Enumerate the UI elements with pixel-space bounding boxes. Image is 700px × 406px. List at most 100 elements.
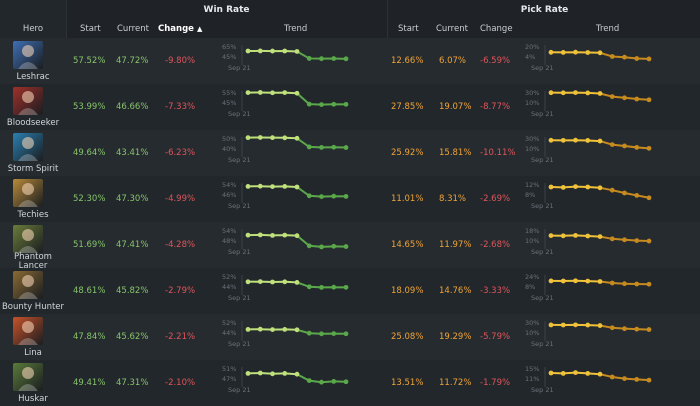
trend-point[interactable]: [597, 138, 603, 144]
lina-portrait-icon[interactable]: [13, 317, 43, 345]
trend-point[interactable]: [597, 234, 603, 239]
trend-point[interactable]: [634, 377, 640, 382]
trend-point[interactable]: [257, 370, 263, 376]
trend-point[interactable]: [306, 243, 312, 249]
trend-point[interactable]: [282, 184, 288, 189]
trend-point[interactable]: [609, 142, 615, 147]
hero-cell[interactable]: Storm Spirit: [0, 130, 66, 176]
trend-point[interactable]: [597, 91, 603, 96]
hero-cell[interactable]: Techies: [0, 176, 66, 222]
trend-point[interactable]: [306, 144, 312, 150]
trend-point[interactable]: [622, 54, 627, 60]
trend-point[interactable]: [634, 193, 640, 198]
trend-point[interactable]: [331, 331, 337, 336]
trend-point[interactable]: [548, 90, 554, 96]
trend-point[interactable]: [331, 56, 337, 61]
trend-point[interactable]: [548, 184, 554, 190]
table-row[interactable]: Lina 47.84% 45.62% -2.21% 25.08% 19.29% -5.79%…: [0, 314, 700, 360]
trend-point[interactable]: [245, 90, 251, 95]
trend-point[interactable]: [270, 233, 275, 238]
trend-point[interactable]: [270, 371, 275, 377]
trend-point[interactable]: [257, 48, 263, 54]
phantom-lancer-portrait-icon[interactable]: [13, 225, 43, 253]
hero-name[interactable]: Huskar: [18, 394, 48, 404]
column-header-win-current[interactable]: Current: [117, 24, 149, 34]
trend-point[interactable]: [306, 330, 312, 336]
trend-point[interactable]: [548, 49, 554, 55]
trend-point[interactable]: [622, 237, 627, 243]
trend-point[interactable]: [282, 371, 288, 376]
trend-point[interactable]: [294, 327, 300, 333]
trend-point[interactable]: [597, 279, 603, 284]
trend-point[interactable]: [622, 281, 627, 287]
trend-point[interactable]: [646, 145, 652, 151]
trend-point[interactable]: [573, 322, 578, 328]
trend-point[interactable]: [294, 90, 300, 96]
trend-point[interactable]: [245, 327, 251, 332]
trend-point[interactable]: [548, 278, 554, 284]
trend-point[interactable]: [646, 327, 652, 332]
trend-point[interactable]: [282, 48, 288, 54]
table-row[interactable]: Huskar 49.41% 47.31% -2.10% 13.51% 11.72% -1.7…: [0, 360, 700, 406]
column-header-win-start[interactable]: Start: [80, 24, 101, 34]
trend-point[interactable]: [622, 376, 627, 381]
column-header-win-trend[interactable]: Trend: [284, 24, 308, 34]
trend-point[interactable]: [294, 280, 300, 285]
trend-point[interactable]: [319, 194, 324, 199]
table-row[interactable]: Leshrac 57.52% 47.72% -9.80% 12.66% 6.07% -6.5…: [0, 38, 700, 84]
trend-point[interactable]: [560, 185, 566, 190]
trend-point[interactable]: [585, 371, 591, 376]
trend-point[interactable]: [319, 331, 324, 337]
hero-name[interactable]: Techies: [17, 210, 49, 220]
hero-cell[interactable]: Phantom Lancer: [0, 222, 66, 271]
column-header-pick-current[interactable]: Current: [436, 24, 468, 34]
column-header-pick-change[interactable]: Change: [480, 24, 513, 34]
trend-point[interactable]: [622, 190, 627, 196]
hero-name[interactable]: Bounty Hunter: [1, 302, 65, 312]
column-header-hero[interactable]: Hero: [22, 24, 44, 34]
huskar-portrait-icon[interactable]: [13, 363, 43, 391]
trend-point[interactable]: [282, 279, 288, 285]
trend-point[interactable]: [609, 54, 615, 59]
trend-point[interactable]: [646, 97, 652, 103]
hero-cell[interactable]: Bounty Hunter: [0, 268, 66, 314]
table-row[interactable]: Bounty Hunter 48.61% 45.82% -2.79% 18.09% 14.…: [0, 268, 700, 314]
trend-point[interactable]: [597, 371, 603, 377]
trend-point[interactable]: [609, 94, 615, 99]
trend-point[interactable]: [331, 144, 337, 150]
trend-point[interactable]: [306, 56, 312, 61]
trend-point[interactable]: [560, 90, 566, 96]
hero-name[interactable]: Lina: [24, 348, 42, 358]
column-header-pick-start[interactable]: Start: [398, 24, 419, 34]
trend-point[interactable]: [634, 145, 640, 150]
trend-point[interactable]: [560, 50, 566, 55]
trend-point[interactable]: [609, 280, 615, 286]
trend-point[interactable]: [585, 233, 591, 239]
trend-point[interactable]: [282, 327, 288, 332]
trend-point[interactable]: [597, 323, 603, 328]
trend-point[interactable]: [634, 326, 640, 332]
trend-point[interactable]: [306, 193, 312, 199]
trend-point[interactable]: [294, 184, 300, 190]
trend-point[interactable]: [257, 90, 263, 95]
hero-cell[interactable]: Huskar: [0, 360, 66, 406]
trend-point[interactable]: [343, 379, 349, 385]
hero-name[interactable]: Leshrac: [16, 72, 50, 82]
trend-point[interactable]: [573, 49, 578, 55]
trend-point[interactable]: [634, 96, 640, 102]
trend-point[interactable]: [609, 236, 615, 242]
table-row[interactable]: Phantom Lancer 51.69% 47.41% -4.28% 14.65% 11…: [0, 222, 700, 271]
trend-point[interactable]: [319, 285, 324, 290]
trend-point[interactable]: [646, 56, 652, 62]
trend-point[interactable]: [634, 238, 640, 243]
trend-point[interactable]: [343, 244, 349, 249]
trend-point[interactable]: [585, 184, 591, 190]
trend-point[interactable]: [270, 184, 275, 189]
trend-point[interactable]: [573, 370, 578, 375]
trend-point[interactable]: [560, 322, 566, 328]
trend-point[interactable]: [257, 183, 263, 189]
trend-point[interactable]: [573, 233, 578, 238]
trend-point[interactable]: [306, 101, 312, 107]
trend-point[interactable]: [294, 233, 300, 239]
trend-point[interactable]: [343, 101, 349, 107]
